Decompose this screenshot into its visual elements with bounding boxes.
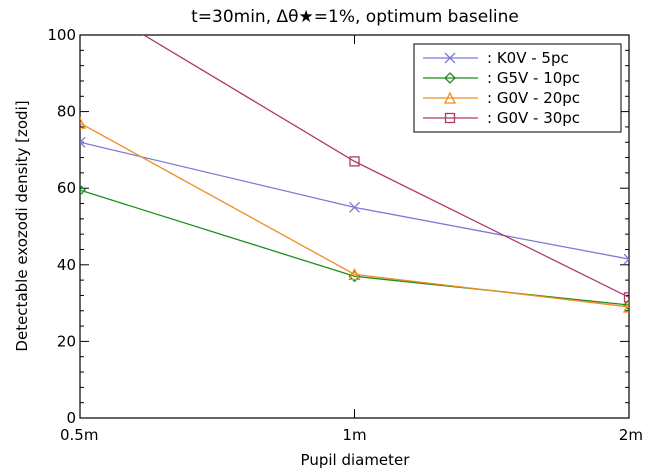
data-point	[80, 116, 87, 129]
y-tick-label: 20	[57, 332, 76, 350]
data-point	[349, 201, 360, 213]
series-line	[80, 122, 629, 308]
series-3	[76, 0, 629, 303]
y-tick-label: 100	[47, 26, 76, 44]
legend-label: : K0V - 5pc	[487, 49, 569, 67]
y-tick-label: 60	[57, 179, 76, 197]
x-axis-label: Pupil diameter	[301, 451, 411, 469]
legend-marker	[444, 52, 456, 64]
x-axis: 0.5m 1m 2m	[60, 35, 643, 444]
y-axis-label: Detectable exozodi density [zodi]	[13, 100, 31, 351]
data-point	[80, 184, 86, 197]
data-point	[349, 156, 360, 167]
legend-label: : G5V - 10pc	[487, 69, 580, 87]
series-0	[80, 136, 629, 265]
x-tick-label: 2m	[619, 426, 643, 444]
legend-label: : G0V - 30pc	[487, 109, 580, 127]
data-point	[623, 292, 629, 303]
legend: : K0V - 5pc : G5V - 10pc : G0V - 20pc : G0V…	[413, 43, 622, 133]
data-point	[348, 267, 361, 281]
x-tick-label: 0.5m	[60, 426, 98, 444]
y-axis: 0 20 40 60 80 100	[47, 26, 629, 427]
series-line	[142, 35, 629, 298]
data-point	[76, 0, 85, 1]
series-line	[80, 141, 629, 260]
data-point	[623, 299, 629, 311]
chart-title: t=30min, Δθ★=1%, optimum baseline	[191, 7, 519, 27]
legend-marker	[444, 72, 456, 84]
data-point	[622, 300, 629, 313]
series-layer	[76, 0, 629, 313]
data-point	[623, 253, 629, 265]
x-tick-label: 1m	[342, 426, 366, 444]
legend-marker	[444, 112, 456, 124]
legend-label: : G0V - 20pc	[487, 89, 580, 107]
series-1	[80, 184, 629, 311]
y-tick-label: 80	[57, 103, 76, 121]
series-2	[80, 116, 629, 313]
y-tick-label: 40	[57, 256, 76, 274]
data-point	[80, 136, 86, 148]
y-tick-label: 0	[66, 409, 76, 427]
legend-marker	[443, 91, 457, 104]
